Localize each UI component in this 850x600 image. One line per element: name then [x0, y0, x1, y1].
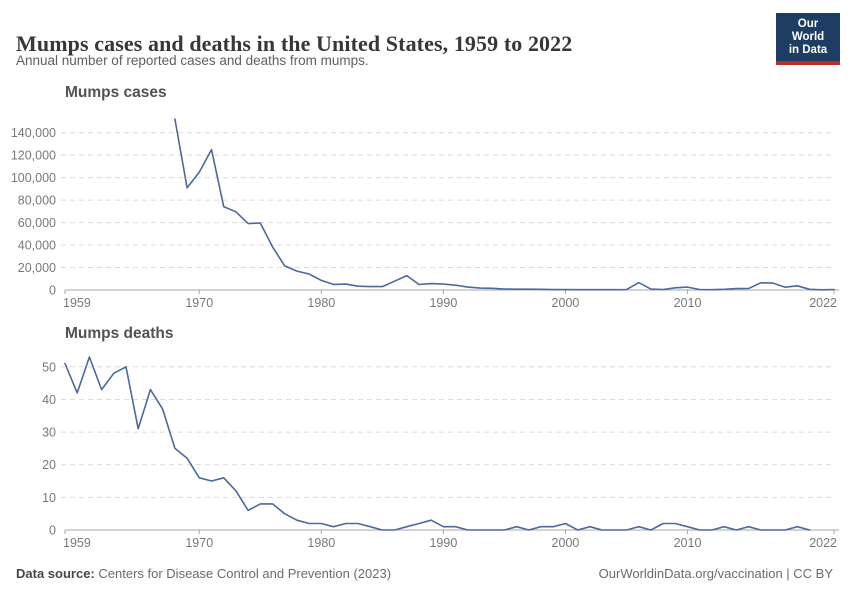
- data-line: [174, 118, 835, 291]
- deaths-chart: 0 10 20 30 40 50 1959 1970 1980 1990 2000 2010 2022: [42, 356, 839, 550]
- x-tick-label: 2022: [809, 296, 837, 310]
- y-tick-label: 40,000: [18, 239, 56, 253]
- y-tick-label: 20: [42, 458, 56, 472]
- x-tick-label: 1980: [307, 296, 335, 310]
- x-tick-label: 1959: [63, 296, 91, 310]
- deaths-chart-title: Mumps deaths: [65, 325, 174, 342]
- data-source-label: Data source:: [16, 566, 95, 581]
- data-source-value: Centers for Disease Control and Preventi…: [98, 566, 392, 581]
- cases-chart: 0 20,000 40,000 60,000 80,000 100,000 120,000 1…: [11, 118, 839, 310]
- x-tick-label: 1980: [307, 536, 335, 550]
- x-tick-label: 1970: [185, 296, 213, 310]
- y-tick-label: 50: [42, 360, 56, 374]
- footer: Data source: Centers for Disease Control…: [16, 566, 833, 581]
- y-tick-label: 80,000: [18, 194, 56, 208]
- x-tick-label: 2010: [674, 296, 702, 310]
- owid-logo-line1: Our World: [791, 18, 825, 43]
- y-tick-label: 10: [42, 491, 56, 505]
- x-tick-label: 2010: [674, 536, 702, 550]
- y-tick-label: 140,000: [11, 126, 56, 140]
- data-source: Data source: Centers for Disease Control…: [16, 566, 391, 581]
- y-tick-label: 100,000: [11, 171, 56, 185]
- x-tick-label: 2000: [552, 536, 580, 550]
- y-tick-label: 20,000: [18, 261, 56, 275]
- y-tick-label: 60,000: [18, 216, 56, 230]
- x-tick-label: 2022: [809, 536, 837, 550]
- cases-chart-title: Mumps cases: [65, 84, 167, 101]
- owid-logo-line2: in Data: [788, 44, 828, 56]
- y-tick-label: 0: [49, 284, 56, 298]
- x-tick-label: 1990: [429, 296, 457, 310]
- x-tick-label: 1990: [429, 536, 457, 550]
- x-tick-label: 2000: [552, 296, 580, 310]
- x-tick-label: 1959: [63, 536, 91, 550]
- page-subtitle: Annual number of reported cases and deat…: [16, 53, 369, 68]
- y-tick-label: 0: [49, 524, 56, 538]
- page-title: Mumps cases and deaths in the United Sta…: [16, 30, 573, 56]
- data-line: [64, 356, 811, 531]
- y-tick-label: 30: [42, 426, 56, 440]
- y-tick-label: 40: [42, 393, 56, 407]
- x-tick-label: 1970: [185, 536, 213, 550]
- owid-logo: Our World in Data: [776, 13, 840, 65]
- y-tick-label: 120,000: [11, 149, 56, 163]
- footer-attribution: OurWorldinData.org/vaccination | CC BY: [598, 566, 833, 581]
